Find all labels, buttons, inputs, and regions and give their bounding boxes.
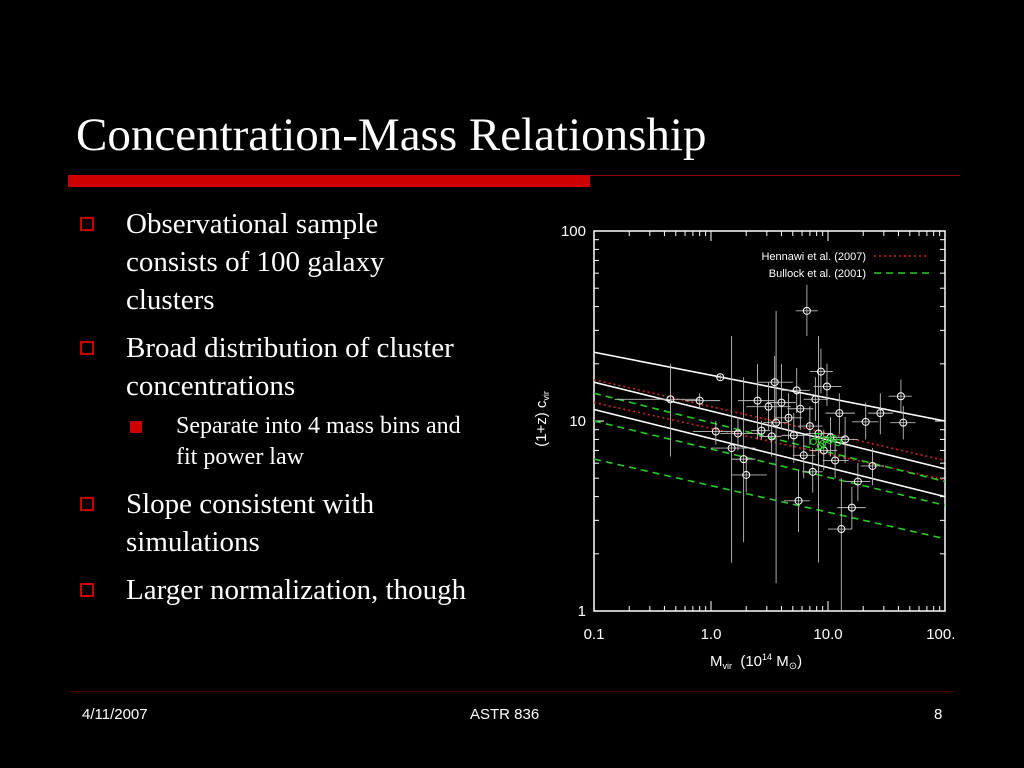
data-point: [792, 386, 801, 395]
data-points: [614, 284, 916, 611]
data-point: [716, 373, 725, 382]
data-point: [727, 444, 736, 453]
data-point: [770, 378, 779, 387]
filled-square-bullet-icon: [130, 421, 142, 433]
data-point: [777, 398, 786, 407]
fit-line: [593, 351, 946, 422]
fit-line: [593, 381, 946, 470]
footer-divider: [68, 691, 956, 692]
data-point: [784, 413, 793, 422]
data-point: [799, 451, 808, 460]
concentration-mass-chart: 0.1 1.0 10.0 100.0 1 10 100 Hennawi et al. (20…: [514, 214, 964, 679]
simulation-point: [816, 442, 824, 450]
footer-page-number: 8: [934, 706, 943, 723]
fit-line: [593, 392, 946, 483]
data-point: [861, 417, 870, 426]
x-axis-label: Mvir (1014 M⊙): [710, 652, 802, 672]
title-underline-thin: [590, 175, 960, 176]
x-tick-label: 10.0: [813, 626, 842, 643]
simulation-point: [834, 438, 842, 447]
data-point: [837, 525, 846, 534]
hollow-square-bullet-icon: [80, 497, 94, 511]
x-tick-label: 100.0: [926, 626, 954, 643]
data-point: [711, 427, 720, 436]
bullet-list: Observational sample consists of 100 gal…: [76, 205, 476, 619]
data-point: [739, 455, 748, 464]
bullet-text: Slope consistent with simulations: [126, 488, 375, 558]
y-axis-label: (1+z) cvir: [533, 391, 551, 447]
hollow-square-bullet-icon: [80, 217, 94, 231]
data-point: [742, 470, 751, 479]
tick-labels: 0.1 1.0 10.0 100.0 1 10 100: [561, 223, 964, 643]
data-point: [733, 429, 742, 438]
bullet-item: Observational sample consists of 100 gal…: [76, 205, 476, 319]
sub-bullet-text: Separate into 4 mass bins and fit power …: [176, 413, 461, 470]
y-tick-label: 1: [578, 603, 586, 620]
data-point: [816, 367, 825, 376]
fit-line: [593, 378, 946, 462]
data-point: [789, 431, 798, 440]
x-tick-label: 0.1: [584, 626, 605, 643]
footer-date: 4/11/2007: [82, 706, 148, 723]
axis-ticks: [593, 231, 945, 612]
fit-line: [593, 408, 946, 498]
y-tick-label: 10: [569, 413, 586, 430]
title-underline-thick: [68, 175, 590, 187]
data-point: [753, 396, 762, 405]
data-point: [896, 392, 905, 401]
data-point: [899, 418, 908, 427]
simulation-point: [830, 434, 838, 442]
data-point: [666, 395, 675, 404]
plot-frame: [593, 230, 946, 612]
data-point: [802, 306, 811, 315]
data-point: [796, 404, 805, 413]
bullet-text: Broad distribution of cluster concentrat…: [126, 332, 454, 402]
data-point: [695, 396, 704, 405]
x-tick-label: 1.0: [701, 626, 722, 643]
data-point: [853, 477, 862, 486]
y-tick-label: 100: [561, 223, 586, 240]
data-point: [767, 432, 776, 441]
data-point: [826, 433, 835, 442]
simulation-point: [825, 436, 834, 445]
fit-lines: [593, 351, 946, 540]
data-point: [835, 409, 844, 418]
chart-svg: 0.1 1.0 10.0 100.0 1 10 100 Hennawi et al. (20…: [533, 223, 964, 672]
bullet-item: Larger normalization, though: [76, 571, 476, 609]
data-point: [805, 422, 814, 431]
data-point: [868, 461, 877, 470]
data-point: [808, 467, 817, 476]
footer-course: ASTR 836: [470, 706, 540, 723]
bullet-item: Broad distribution of cluster concentrat…: [76, 329, 476, 405]
data-point: [764, 402, 773, 411]
legend-label: Hennawi et al. (2007): [761, 251, 866, 263]
simulation-point: [822, 435, 830, 444]
bullet-item: Slope consistent with simulations: [76, 485, 476, 561]
fit-line: [593, 420, 946, 507]
bullet-text: Larger normalization, though: [126, 574, 467, 606]
data-point: [847, 503, 856, 512]
data-point: [822, 382, 831, 391]
hollow-square-bullet-icon: [80, 583, 94, 597]
data-point: [757, 426, 766, 435]
chart-legend: Hennawi et al. (2007) Bullock et al. (200…: [761, 251, 929, 280]
legend-label: Bullock et al. (2001): [769, 268, 866, 280]
data-point: [876, 409, 885, 418]
simulation-point: [814, 432, 822, 440]
data-point: [794, 496, 803, 505]
simulation-point: [809, 437, 817, 446]
hollow-square-bullet-icon: [80, 341, 94, 355]
data-point: [772, 418, 781, 427]
slide-title: Concentration-Mass Relationship: [76, 109, 707, 161]
bullet-text: Observational sample consists of 100 gal…: [126, 208, 385, 316]
data-point: [841, 435, 850, 444]
sub-bullet-item: Separate into 4 mass bins and fit power …: [76, 411, 476, 473]
data-point: [831, 456, 840, 465]
